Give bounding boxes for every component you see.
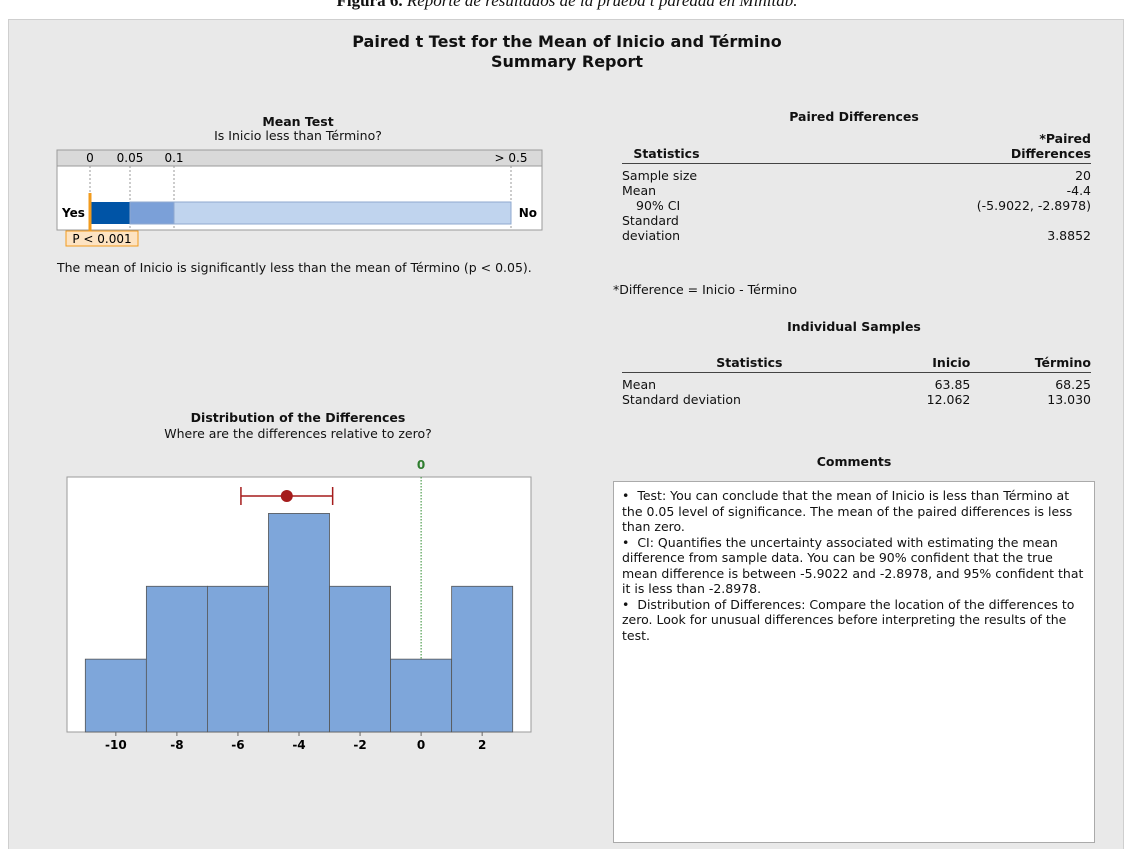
row: 90% CI (-5.9022, -2.8978) [622, 198, 1091, 213]
x-tick-label: 2 [478, 738, 486, 752]
histogram-bar [207, 585, 269, 733]
header-row: Statistics Inicio Término [622, 355, 1091, 373]
cell: 63.85 [934, 377, 971, 392]
x-tick-label: -10 [105, 738, 127, 752]
comment-item: Test: You can conclude that the mean of … [622, 488, 1086, 535]
cell: Mean [622, 183, 657, 198]
caption-text: Reporte de resultados de la prueba t par… [406, 0, 798, 10]
histogram-bar [390, 658, 453, 733]
p-label: P < 0.001 [72, 232, 131, 246]
header-cell: Statistics [622, 355, 877, 373]
comment-item: CI: Quantifies the uncertainty associate… [622, 535, 1086, 597]
paired-table: Statistics *Paired Differences Sample size… [622, 131, 1091, 243]
histogram-bar [329, 585, 391, 733]
comment-item: Distribution of Differences: Compare the… [622, 597, 1086, 644]
row: Standard deviation 3.8852 [622, 213, 1091, 243]
header-cell: Inicio [876, 355, 971, 373]
scale-segment [173, 201, 512, 225]
report-title: Paired t Test for the Mean of Inicio and… [352, 32, 782, 51]
distribution-title: Distribution of the Differences [190, 410, 406, 425]
cell: Standard deviation [622, 213, 681, 243]
caption-label: Figura 6. [336, 0, 403, 10]
paired-note: *Difference = Inicio - Término [613, 282, 797, 297]
scale-tick-label: > 0.5 [495, 151, 528, 165]
x-tick-label: -2 [353, 738, 366, 752]
cell: 12.062 [926, 392, 971, 407]
header-row: Statistics *Paired Differences [622, 131, 1091, 164]
scale-tick-label: 0 [86, 151, 94, 165]
histogram-bar [84, 658, 147, 733]
mean-test-conclusion: The mean of Inicio is significantly less… [57, 260, 532, 275]
scale-segment [129, 201, 175, 225]
zero-label: 0 [417, 458, 425, 472]
cell: (-5.9022, -2.8978) [976, 198, 1091, 213]
cell: Standard deviation [622, 392, 741, 407]
scale-tick-label: 0.05 [117, 151, 144, 165]
comments-title: Comments [816, 454, 892, 469]
histogram-bar [268, 513, 330, 733]
histogram-bar [145, 585, 208, 733]
row: Mean -4.4 [622, 183, 1091, 198]
no-label: No [519, 206, 537, 220]
comments-box: Test: You can conclude that the mean of … [613, 481, 1095, 843]
mean-test-title: Mean Test [262, 114, 334, 129]
cell: 20 [1075, 168, 1091, 183]
cell: 90% CI [636, 198, 681, 213]
distribution-subtitle: Where are the differences relative to ze… [164, 426, 432, 441]
header-cell: Término [970, 355, 1091, 373]
cell: Mean [622, 377, 657, 392]
x-tick-label: -6 [231, 738, 244, 752]
mean-test-question: Is Inicio less than Término? [214, 128, 382, 143]
row: Standard deviation 12.062 13.030 [622, 392, 1091, 407]
p-label-box [65, 230, 139, 247]
cell: 13.030 [1047, 392, 1091, 407]
scale-tick-label: 0.1 [164, 151, 183, 165]
mean-dot [280, 490, 293, 502]
row: Sample size 20 [622, 164, 1091, 184]
yes-label: Yes [61, 206, 85, 220]
x-tick-label: -4 [292, 738, 305, 752]
cell: 3.8852 [1047, 228, 1091, 243]
x-tick-label: -8 [170, 738, 183, 752]
cell: 68.25 [1055, 377, 1091, 392]
histogram-bar [451, 585, 514, 733]
samples-table: Statistics Inicio Término Mean 63.85 68.25 Sta… [622, 355, 1091, 407]
x-tick-label: 0 [417, 738, 425, 752]
caption: Figura 6. Reporte de resultados de la pr… [0, 0, 1134, 11]
samples-title: Individual Samples [787, 319, 921, 334]
paired-title: Paired Differences [789, 109, 919, 124]
report-subtitle: Summary Report [490, 52, 644, 71]
header-cell: Statistics [622, 131, 711, 164]
scale-segment [90, 202, 130, 224]
header-cell: *Paired Differences [710, 131, 1091, 164]
cell: -4.4 [1066, 183, 1091, 198]
row: Mean 63.85 68.25 [622, 373, 1091, 393]
cell: Sample size [622, 168, 698, 183]
